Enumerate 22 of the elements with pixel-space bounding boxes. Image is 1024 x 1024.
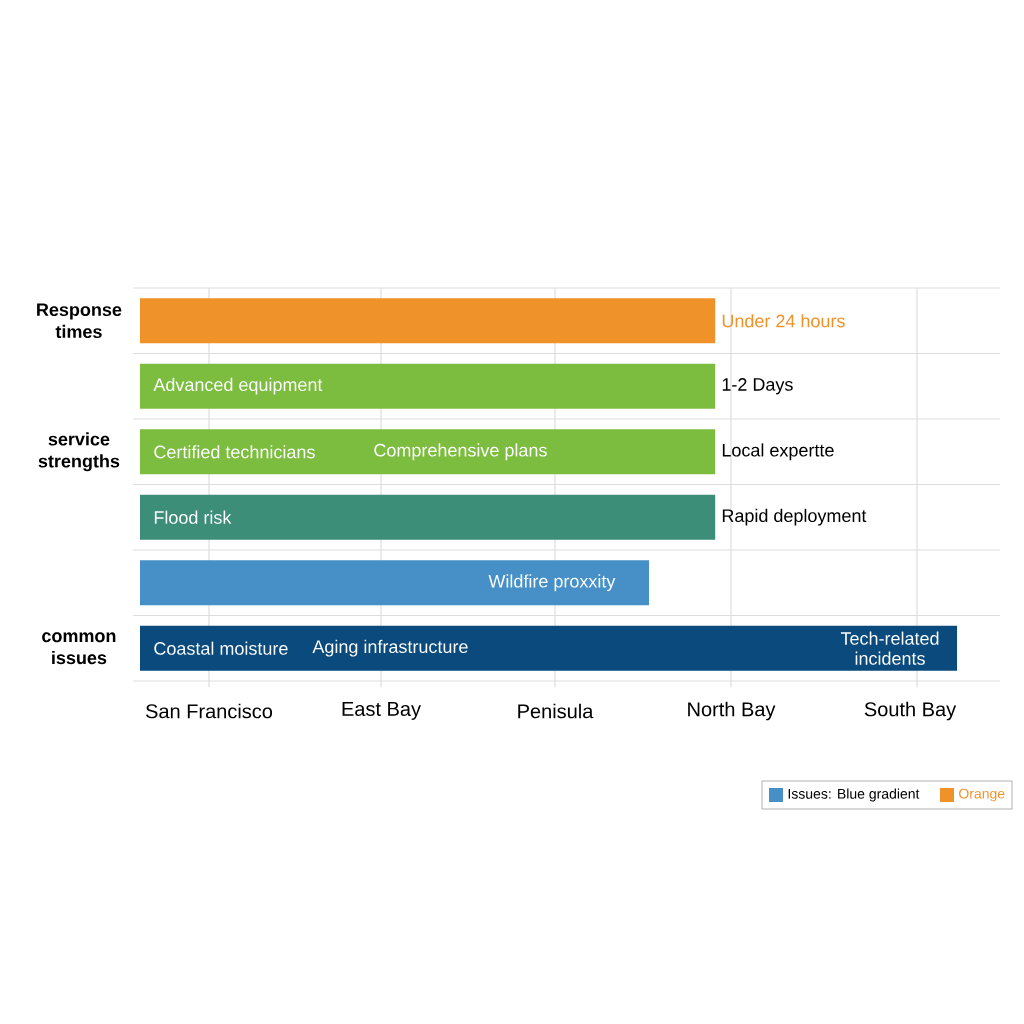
annotation: Aging infrastructure (312, 639, 468, 657)
text: South Bay (864, 701, 957, 721)
annotation: Wildfire proxxity (488, 574, 616, 592)
annotation: Tech-related incidents (840, 631, 939, 665)
annotation: Advanced equipment (153, 377, 323, 395)
annotation: Coastal moisture (154, 641, 288, 655)
text: East Bay (342, 702, 421, 720)
annotation: 1-2 Days (722, 378, 793, 395)
text: Penisula (518, 703, 594, 719)
text: San Francisco (145, 703, 273, 719)
text: North Bay (688, 701, 776, 721)
y-tick-label: Response times (37, 303, 122, 339)
y-tick-label: service strengths (38, 432, 120, 472)
y-tick-label: common issues (42, 632, 116, 665)
annotation: Rapid deployment (722, 508, 867, 526)
annotation: Flood risk (154, 510, 232, 524)
annotation: Certified technicians (154, 445, 315, 459)
annotation: Comprehensive plans (374, 443, 547, 461)
annotation: Under 24 hours (722, 314, 845, 328)
text: Orange (959, 788, 1005, 802)
annotation: Local expertte (722, 443, 834, 461)
text: Issues: Blue gradient (788, 788, 920, 802)
